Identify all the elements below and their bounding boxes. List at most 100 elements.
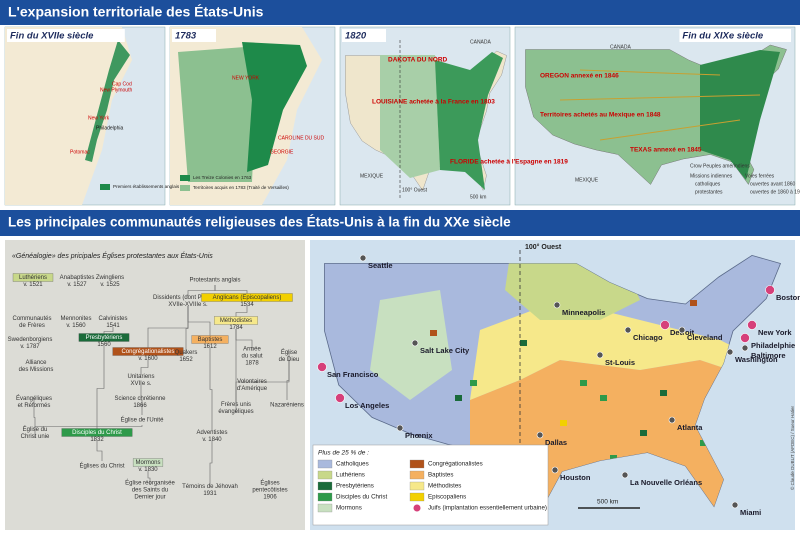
region-patch: [700, 440, 707, 446]
city-dot: [596, 351, 604, 359]
map-label: Philadelphia: [96, 125, 123, 131]
church-label: 1832: [90, 437, 104, 443]
map-label: Crow Peuples amérindiens: [690, 163, 750, 169]
church-label: Église de l'Unité: [121, 417, 164, 424]
church-label: v. 1527: [67, 282, 87, 288]
church-label: 1652: [179, 357, 193, 363]
city-dot: [668, 416, 676, 424]
region-patch: [455, 395, 462, 401]
city-dot: [396, 424, 404, 432]
church-label: de Dieu: [279, 357, 300, 363]
city-dot: [536, 431, 544, 439]
acquired-area: [178, 46, 258, 182]
church-label: Églises: [260, 480, 279, 487]
region-patch: [560, 420, 567, 426]
church-label: pentecôtistes: [252, 488, 287, 494]
city-label: Dallas: [545, 438, 567, 447]
tree-line: [214, 285, 248, 296]
railway: [579, 69, 721, 76]
city-label: Los Angeles: [345, 401, 389, 410]
legend-swatch: [317, 481, 333, 491]
church-highlight: [61, 428, 133, 437]
legend-swatch: [317, 470, 333, 480]
region-patch: [470, 380, 477, 386]
church-label: Alliance: [25, 360, 47, 366]
city-dot: [731, 501, 739, 509]
church-highlight: [78, 333, 130, 342]
city-dot: [553, 301, 561, 309]
genealogy-panel: [5, 240, 305, 530]
legend-swatch: [180, 185, 190, 191]
map-title-box: [342, 29, 386, 42]
legend-box: [312, 444, 549, 526]
church-highlight: [191, 335, 229, 344]
east-area: [700, 50, 780, 180]
church-label: Dernier jour: [134, 495, 165, 501]
city-dot: [411, 339, 419, 347]
church-label: Quakers: [175, 350, 198, 356]
church-label: Congrégationalistes: [121, 349, 174, 355]
church-label: Science chrétienne: [114, 396, 166, 402]
church-label: Église du: [23, 426, 48, 433]
legend-swatch: [409, 470, 425, 480]
legend-label: Presbytériens: [336, 483, 374, 490]
meridian-label: 100° Ouest: [525, 243, 562, 251]
header-title: L'expansion territoriale des États-Unis: [8, 4, 264, 20]
legend-label: Catholiques: [336, 461, 369, 468]
map-label: New Plymouth: [100, 87, 132, 93]
map-label: Voies ferrées: [745, 173, 775, 179]
section-banner: [0, 210, 800, 236]
city-label: Washington: [735, 355, 778, 364]
church-label: v. 1560: [66, 323, 86, 329]
city-dot: [359, 254, 367, 262]
church-label: XVIIe s.: [130, 381, 151, 387]
settlement-area: [85, 40, 130, 162]
map-title-box: [172, 29, 216, 42]
jewish-city-dot: [317, 362, 327, 372]
legend-label: Juifs (implantation essentiellement urba…: [428, 505, 547, 512]
church-label: Nazaréniens: [270, 403, 304, 409]
map-label: OREGON annexé en 1846: [540, 73, 619, 80]
church-label: et Réformés: [18, 403, 51, 409]
city-label: Miami: [740, 508, 761, 517]
church-label: Luthériens: [19, 275, 47, 281]
map-label: New York: [88, 115, 110, 121]
legend-label: Congrégationalistes: [428, 461, 483, 468]
colonies-area: [242, 42, 307, 172]
map-label: FLORIDE achetée à l'Espagne en 1819: [450, 159, 568, 166]
region-patch: [430, 330, 437, 336]
city-label: Salt Lake City: [420, 346, 470, 355]
city-label: La Nouvelle Orléans: [630, 478, 702, 487]
church-highlight: [132, 458, 164, 467]
city-label: Seattle: [368, 261, 393, 270]
legend-label: Méthodistes: [428, 483, 461, 490]
city-dot: [741, 344, 749, 352]
map-title: 1783: [175, 31, 197, 42]
church-label: Christ unie: [21, 434, 50, 440]
legend-swatch: [409, 459, 425, 469]
legend-title: Plus de 25 % de :: [318, 450, 369, 457]
legend-label: Episcopaliens: [428, 494, 466, 501]
section-title: Les principales communautés religieuses …: [8, 215, 511, 230]
map-label: LOUISIANE achetée à la France en 1803: [372, 99, 495, 106]
jewish-city-dot: [747, 320, 757, 330]
church-label: Églises du Christ: [79, 463, 124, 470]
railway: [599, 119, 741, 141]
church-label: Dissidents (dont Puritains): [153, 295, 223, 301]
credit: © Claude DUBUT (AFDEC) / Sueur Hatier: [789, 405, 795, 490]
church-label: Méthodistes: [220, 318, 252, 324]
map-title: Fin du XVIIe siècle: [10, 31, 94, 42]
city-dot: [726, 348, 734, 356]
church-label: Mormons: [135, 460, 160, 466]
city-label: Atlanta: [677, 423, 703, 432]
map-label: 100° Ouest: [402, 187, 428, 193]
church-label: du salut: [241, 354, 262, 360]
church-label: Église réorganisée: [125, 480, 175, 487]
church-label: de Frères: [19, 323, 45, 329]
genealogy-title: «Généalogie» des pricipales Églises prot…: [12, 251, 213, 260]
church-label: Presbytériens: [86, 335, 123, 341]
city-dot: [624, 326, 632, 334]
region-methodist: [470, 300, 760, 400]
city-dot: [621, 471, 629, 479]
